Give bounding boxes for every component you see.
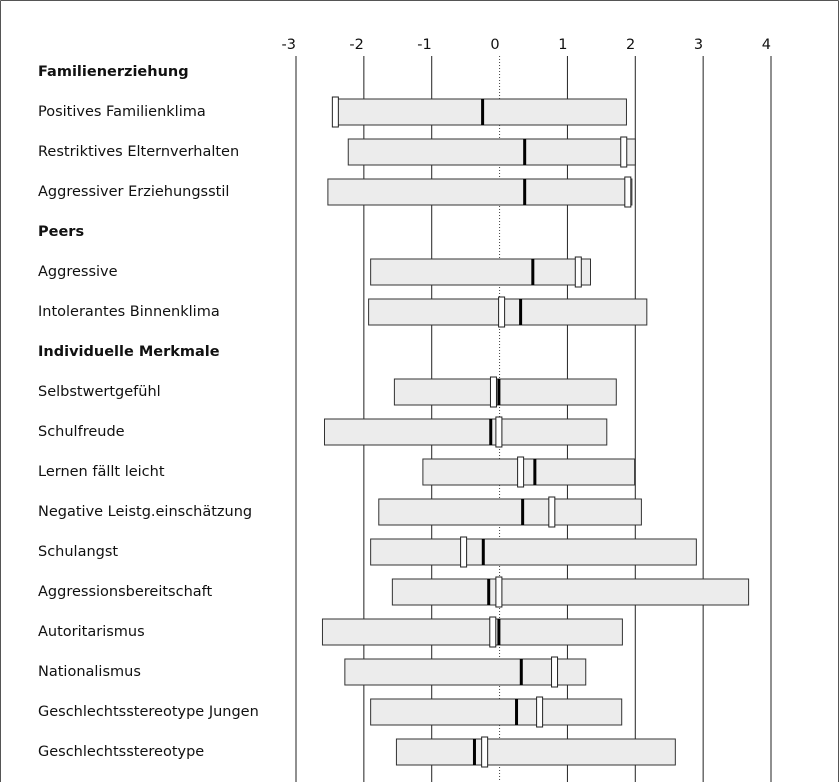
marker	[331, 96, 339, 128]
marker	[574, 256, 582, 288]
range-bar	[422, 458, 636, 486]
row-label: Geschlechtsstereotype	[38, 744, 204, 760]
marker	[548, 496, 556, 528]
range-bar	[391, 578, 750, 606]
mean-mark	[481, 539, 485, 565]
mean-mark	[533, 459, 537, 485]
x-tick-label: 0	[490, 37, 499, 53]
marker	[489, 376, 497, 408]
group-header: Familienerziehung	[38, 64, 189, 80]
row-label: Schulangst	[38, 544, 118, 560]
marker	[460, 536, 468, 568]
row-label: Selbstwertgefühl	[38, 384, 161, 400]
group-header: Peers	[38, 224, 84, 240]
marker	[498, 296, 506, 328]
row-label: Aggressiver Erziehungsstil	[38, 184, 229, 200]
range-bar	[321, 618, 623, 646]
mean-mark	[472, 739, 476, 765]
range-bar	[324, 418, 608, 446]
mean-mark	[521, 499, 525, 525]
row-label: Aggressive	[38, 264, 118, 280]
row-label: Geschlechtsstereotype Jungen	[38, 704, 259, 720]
marker	[489, 616, 497, 648]
range-bar	[370, 698, 623, 726]
range-bar	[347, 138, 636, 166]
range-bar	[393, 378, 617, 406]
mean-mark	[523, 139, 527, 165]
mean-mark	[519, 299, 523, 325]
marker	[624, 176, 632, 208]
range-bar	[332, 98, 627, 126]
mean-mark	[523, 179, 527, 205]
range-bar	[370, 538, 697, 566]
row-label: Lernen fällt leicht	[38, 464, 165, 480]
range-bar	[395, 738, 676, 766]
x-tick-label: 4	[762, 37, 771, 53]
x-tick-label: -2	[349, 37, 363, 53]
row-label: Negative Leistg.einschätzung	[38, 504, 252, 520]
mean-mark	[519, 659, 523, 685]
row-label: Autoritarismus	[38, 624, 145, 640]
mean-mark	[515, 699, 519, 725]
row-label: Nationalismus	[38, 664, 141, 680]
row-label: Restriktives Elternverhalten	[38, 144, 239, 160]
x-tick-label: -1	[417, 37, 431, 53]
mean-mark	[481, 99, 485, 125]
range-bar	[378, 498, 642, 526]
mean-mark	[497, 379, 501, 405]
marker	[495, 416, 503, 448]
x-tick-label: 1	[558, 37, 567, 53]
marker	[551, 656, 559, 688]
x-tick-label: 2	[626, 37, 635, 53]
x-tick-label: 3	[694, 37, 703, 53]
mean-mark	[531, 259, 535, 285]
row-label: Intolerantes Binnenklima	[38, 304, 220, 320]
marker	[536, 696, 544, 728]
mean-mark	[487, 579, 491, 605]
mean-mark	[497, 619, 501, 645]
range-bar	[370, 258, 591, 286]
marker	[517, 456, 525, 488]
row-label: Schulfreude	[38, 424, 125, 440]
row-label: Positives Familienklima	[38, 104, 206, 120]
mean-mark	[489, 419, 493, 445]
marker	[620, 136, 628, 168]
range-bar	[368, 298, 648, 326]
row-label: Aggressionsbereitschaft	[38, 584, 212, 600]
range-bar	[327, 178, 633, 206]
marker	[495, 576, 503, 608]
range-bar	[344, 658, 587, 686]
marker	[481, 736, 489, 768]
x-tick-label: -3	[282, 37, 296, 53]
group-header: Individuelle Merkmale	[38, 344, 220, 360]
